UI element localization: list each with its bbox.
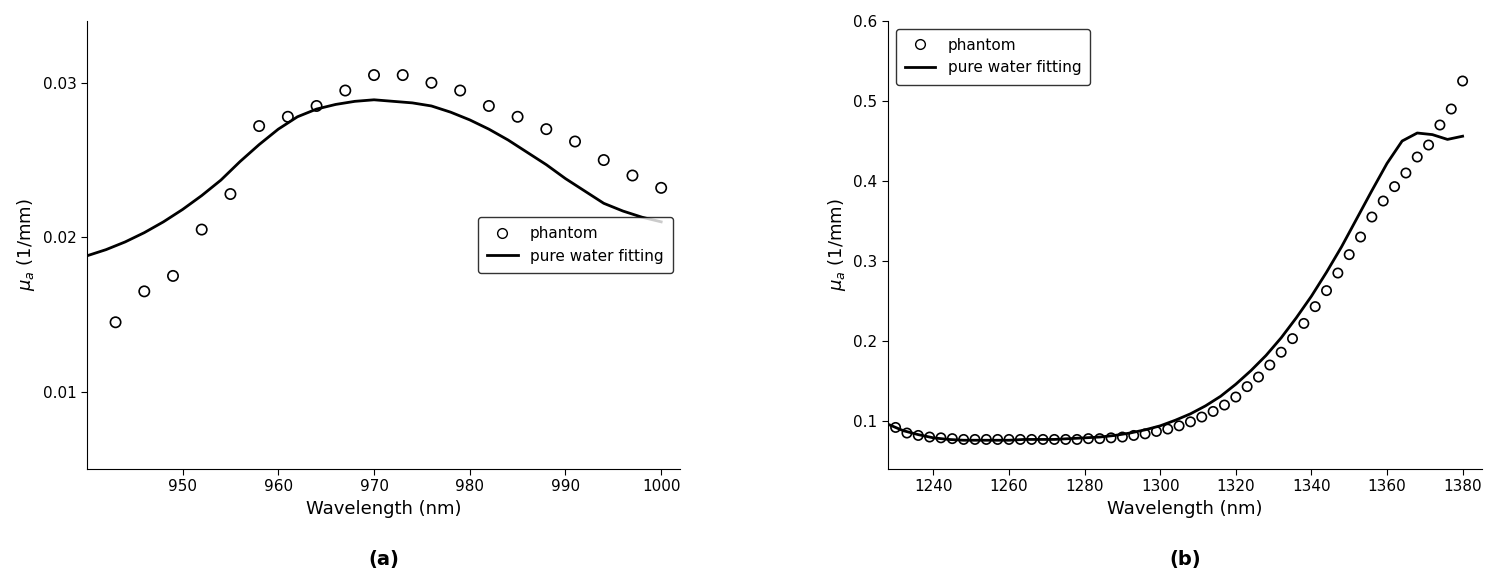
Point xyxy=(1303,302,1327,311)
Point xyxy=(247,121,271,130)
Point xyxy=(1201,407,1225,416)
Point xyxy=(103,317,127,327)
Point xyxy=(1088,434,1112,443)
Point xyxy=(333,86,357,95)
Point xyxy=(962,435,986,444)
Point xyxy=(391,70,415,80)
Point xyxy=(1337,250,1361,259)
Point xyxy=(929,433,953,442)
Point xyxy=(1019,435,1043,444)
Point xyxy=(1292,319,1316,328)
X-axis label: Wavelength (nm): Wavelength (nm) xyxy=(1108,500,1262,518)
Point xyxy=(132,287,156,296)
Point xyxy=(1349,232,1373,241)
Point xyxy=(1327,268,1351,277)
Point xyxy=(917,432,941,442)
Point xyxy=(1417,141,1441,150)
Legend: phantom, pure water fitting: phantom, pure water fitting xyxy=(478,217,673,273)
Point xyxy=(1111,432,1135,442)
Point xyxy=(1156,424,1180,434)
Point xyxy=(1223,392,1247,402)
Point xyxy=(1258,360,1282,370)
Point xyxy=(1405,152,1429,161)
Point xyxy=(986,435,1010,444)
Point xyxy=(592,156,616,165)
Point xyxy=(1270,348,1294,357)
Point xyxy=(534,125,558,134)
Point xyxy=(420,78,444,88)
Point xyxy=(363,70,387,80)
Legend: phantom, pure water fitting: phantom, pure water fitting xyxy=(896,29,1090,85)
Point xyxy=(1451,77,1475,86)
X-axis label: Wavelength (nm): Wavelength (nm) xyxy=(306,500,462,518)
Point xyxy=(304,101,328,110)
Point xyxy=(1372,196,1396,205)
Point xyxy=(1009,435,1033,444)
Point xyxy=(1099,433,1123,442)
Point xyxy=(1280,334,1304,343)
Point xyxy=(564,137,588,146)
Point xyxy=(1031,435,1055,444)
Point xyxy=(907,431,931,440)
Point xyxy=(276,112,300,121)
Point xyxy=(1178,417,1202,426)
Point xyxy=(1144,427,1168,436)
Point xyxy=(974,435,998,444)
Point xyxy=(1247,372,1271,382)
Point xyxy=(1439,105,1463,114)
Point xyxy=(952,435,976,444)
Y-axis label: $\mu_a$ (1/mm): $\mu_a$ (1/mm) xyxy=(15,198,37,291)
Point xyxy=(1360,212,1384,221)
Point xyxy=(1042,435,1066,444)
Point xyxy=(1066,435,1090,444)
Point xyxy=(1168,421,1192,430)
Point xyxy=(477,101,501,110)
Point xyxy=(190,225,214,234)
Point xyxy=(160,271,184,280)
Point xyxy=(1190,412,1214,422)
Text: (a): (a) xyxy=(369,550,399,569)
Point xyxy=(1429,121,1453,130)
Point xyxy=(883,423,907,432)
Point xyxy=(895,428,919,438)
Point xyxy=(621,171,645,180)
Point xyxy=(1121,431,1145,440)
Point xyxy=(1076,434,1100,443)
Point xyxy=(1133,429,1157,438)
Point xyxy=(505,112,529,121)
Y-axis label: $\mu_a$ (1/mm): $\mu_a$ (1/mm) xyxy=(826,198,848,291)
Point xyxy=(219,189,243,198)
Point xyxy=(1235,382,1259,391)
Point xyxy=(1394,168,1418,177)
Point xyxy=(1213,400,1237,410)
Point xyxy=(649,183,673,192)
Point xyxy=(448,86,472,95)
Point xyxy=(997,435,1021,444)
Point xyxy=(1382,182,1406,191)
Point xyxy=(1054,435,1078,444)
Point xyxy=(1315,286,1339,295)
Point xyxy=(940,434,964,443)
Text: (b): (b) xyxy=(1169,550,1201,569)
